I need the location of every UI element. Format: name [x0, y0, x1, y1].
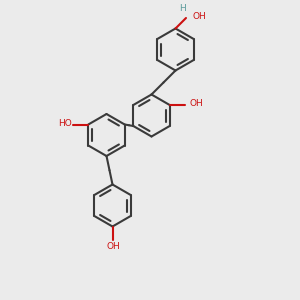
Text: OH: OH	[106, 242, 120, 251]
Text: H: H	[179, 4, 186, 13]
Text: HO: HO	[58, 118, 72, 127]
Text: OH: OH	[189, 99, 203, 108]
Text: OH: OH	[193, 12, 206, 21]
